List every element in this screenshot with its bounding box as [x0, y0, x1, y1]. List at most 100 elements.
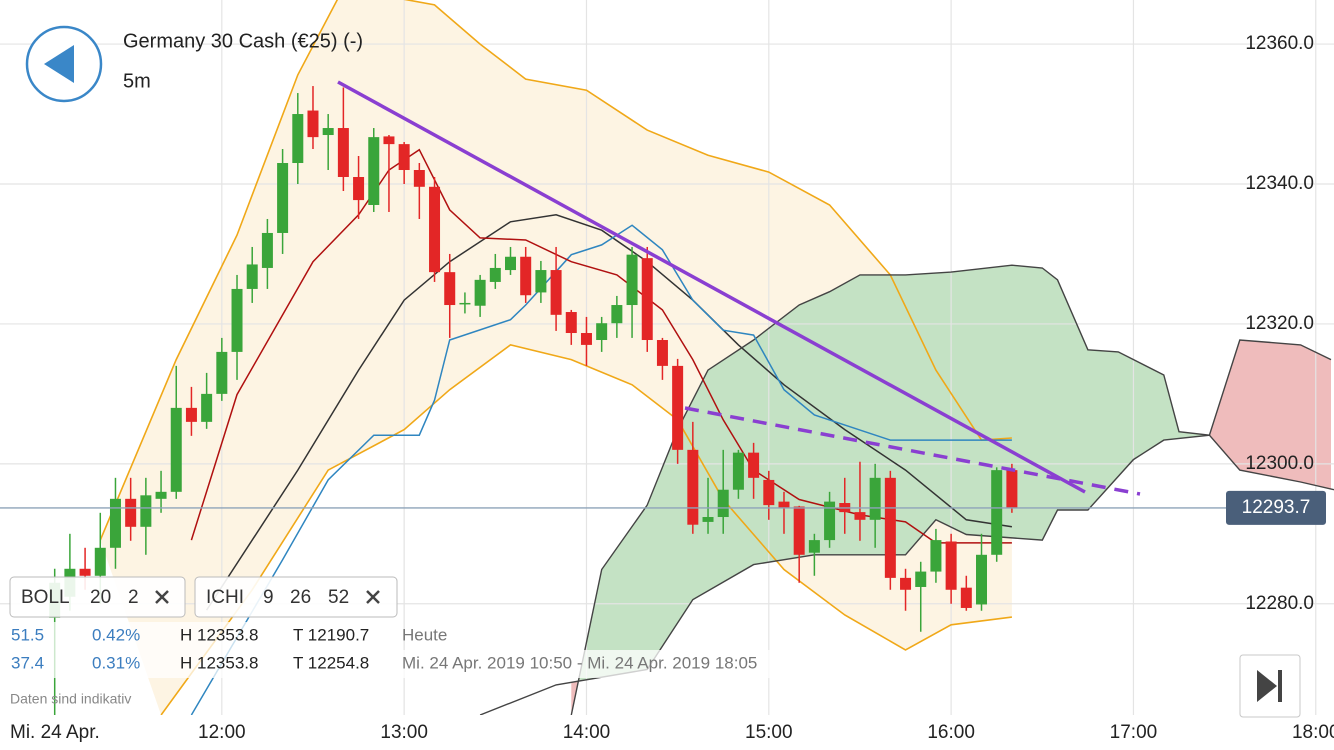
candle-body [185, 407, 197, 422]
chip-box[interactable] [194, 576, 398, 618]
indicator-chip[interactable]: BOLL 20 2 [9, 576, 186, 618]
stats-bg [0, 650, 830, 678]
candle-body [277, 163, 289, 233]
x-tick-label: 16:00 [927, 722, 975, 743]
trend-line [337, 80, 1086, 494]
candle-body [717, 489, 729, 518]
candle-body [109, 498, 121, 548]
scroll-end-button[interactable] [1239, 654, 1301, 718]
stat-value: Heute [402, 625, 447, 644]
stats-bg [0, 622, 402, 650]
stat-value: H 12353.8 [180, 653, 258, 672]
x-tick-label: 18:00 [1292, 722, 1334, 743]
candle-body [900, 577, 912, 590]
title: Germany 30 Cash (€25) (-) [123, 30, 363, 52]
candle-body [505, 256, 517, 271]
bollinger-lower [160, 344, 1013, 715]
chip-box[interactable] [9, 576, 186, 618]
x-tick-label: 14:00 [563, 722, 611, 743]
candle-body [732, 452, 744, 490]
trend-line-dashed [684, 406, 1141, 496]
candle-body [520, 256, 532, 296]
candle-body [383, 136, 395, 145]
candle-body [231, 288, 243, 352]
x-tick-label: 12:00 [198, 722, 246, 743]
stat-value: 37.4 [11, 653, 44, 672]
candle-body [322, 128, 334, 136]
y-tick-label: 12300.0 [1245, 453, 1314, 474]
candle-body [672, 365, 684, 450]
candle-body [201, 393, 213, 422]
candle-body [1006, 470, 1018, 508]
kijun-sen [190, 224, 1012, 715]
candle-body [930, 540, 942, 572]
y-tick-label: 12320.0 [1245, 313, 1314, 334]
stat-value: T 12254.8 [293, 653, 369, 672]
candle-body [687, 449, 699, 525]
indicator-param: 20 [90, 587, 111, 608]
senkou-span-b [479, 339, 1332, 715]
candle-body [246, 264, 258, 289]
y-tick-label: 12280.0 [1245, 593, 1314, 614]
candle-body [869, 477, 881, 520]
stat-value: 0.42% [92, 625, 140, 644]
candle-body [824, 501, 836, 541]
back-button[interactable] [25, 25, 103, 103]
candle-body [778, 501, 790, 508]
back-arrow[interactable] [44, 45, 74, 83]
candle-body [626, 254, 638, 306]
remove-icon[interactable] [155, 590, 169, 604]
timeframe: 5m [123, 70, 151, 92]
indicator-param: 26 [290, 587, 311, 608]
candle-body [808, 540, 820, 553]
bar-icon[interactable] [1278, 670, 1282, 702]
candle-body [535, 270, 547, 293]
x-tick-label: 15:00 [745, 722, 793, 743]
y-tick-label: 12340.0 [1245, 173, 1314, 194]
candle-body [945, 541, 957, 590]
indicator-chip[interactable]: ICHI 9 26 52 [194, 576, 398, 618]
candle-body [459, 302, 471, 305]
candle-body [353, 177, 365, 201]
candle-body [398, 144, 410, 171]
candle-body [884, 477, 896, 578]
candle-body [307, 110, 319, 138]
candle-body [413, 170, 425, 187]
play-icon[interactable] [1257, 670, 1277, 702]
indicator-label: ICHI [206, 587, 244, 608]
stat-value: 51.5 [11, 625, 44, 644]
candle-body [991, 470, 1003, 555]
candle-body [656, 340, 668, 366]
last-price-tag [1226, 490, 1326, 525]
candle-body [580, 333, 592, 345]
candle-body [611, 305, 623, 324]
candle-body [489, 267, 501, 282]
candle-body [976, 554, 988, 605]
y-tick-label: 12360.0 [1245, 33, 1314, 54]
candle-body [763, 479, 775, 506]
candle-body [337, 128, 349, 178]
candle-body [748, 452, 760, 478]
disclaimer: Daten sind indikativ [10, 691, 131, 707]
indicator-param: 9 [263, 587, 274, 608]
date-label: Mi. 24 Apr. [10, 722, 100, 743]
candle-body [94, 547, 106, 576]
last-price-label: 12293.7 [1242, 497, 1311, 518]
candle-body [155, 491, 167, 499]
candle-body [79, 568, 91, 576]
stat-value: T 12190.7 [293, 625, 369, 644]
candle-body [429, 186, 441, 273]
bollinger-middle [205, 214, 1013, 611]
candle-body [854, 512, 866, 520]
candle-body [170, 407, 182, 492]
x-axis-bg [0, 715, 1334, 750]
remove-icon[interactable] [366, 590, 380, 604]
x-tick-label: 17:00 [1110, 722, 1158, 743]
candle-body [216, 351, 228, 394]
stats: 51.5 0.42% H 12353.8 T 12190.7 Heute 37.4 0.31… [11, 625, 757, 672]
candle-body [550, 270, 562, 315]
candle-body [565, 312, 577, 334]
candle-body [793, 506, 805, 555]
